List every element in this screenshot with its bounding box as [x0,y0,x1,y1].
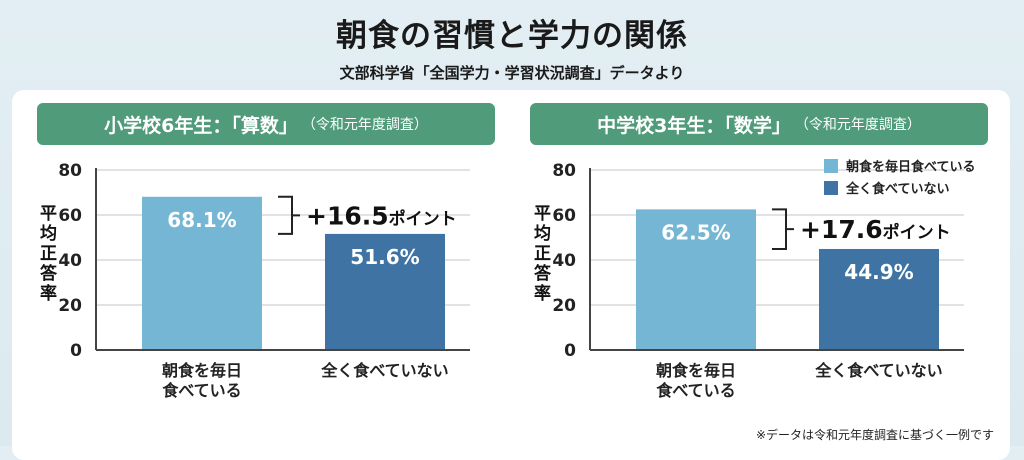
page-subtitle: 文部科学省「全国学力・学習状況調査」データより [339,64,685,82]
bar [636,209,756,350]
y-tick-label: 40 [58,251,82,271]
y-tick-label: 40 [552,251,576,271]
page-title: 朝食の習慣と学力の関係 [336,18,688,54]
bar [142,196,262,350]
x-category-label: 全く食べていない [814,361,942,380]
x-category-label: 食べている [161,381,241,400]
y-tick-label: 80 [552,161,576,181]
difference-label: +17.6ポイント [800,215,951,244]
y-tick-label: 20 [552,296,576,316]
y-tick-label: 60 [58,206,82,226]
chart-title: 中学校3年生：「数学」 [597,114,791,137]
chart-title-note: （令和元年度調査） [301,117,428,133]
y-axis-label: 平均正答率 [36,204,56,304]
bar-value-label: 62.5% [661,220,730,244]
y-tick-label: 0 [564,341,576,361]
y-tick-label: 20 [58,296,82,316]
y-axis-label: 平均正答率 [530,204,550,304]
bar-value-label: 68.1% [167,208,236,232]
bar [325,233,445,350]
y-tick-label: 0 [70,341,82,361]
legend-swatch [824,181,838,195]
y-tick-label: 60 [552,206,576,226]
difference-value: +16.5 [306,201,389,230]
legend-label: 朝食を毎日食べている [846,159,975,175]
legend-swatch [824,159,838,173]
y-tick-label: 80 [58,161,82,181]
bar-chart-elementary: 0 20 40 60 80 68.1% 朝食を毎日食べている 51.6% 全く食べていない +16… [58,161,470,400]
chart-title: 小学校6年生：「算数」 [104,114,298,137]
x-category-label: 朝食を毎日 [656,361,736,380]
bar-value-label: 51.6% [350,245,419,269]
bar-chart-junior: 0 20 40 60 80 62.5% 朝食を毎日食べている 44.9% 全く食べていない +17… [552,159,975,400]
chart-header-elementary: 小学校6年生：「算数」 （令和元年度調査） [37,103,495,145]
difference-bracket [278,195,300,235]
difference-label: +16.5ポイント [306,201,457,230]
x-category-label: 朝食を毎日 [162,361,242,380]
legend-label: 全く食べていない [845,181,949,197]
footnote: ※データは令和元年度調査に基づく一例です [755,428,994,442]
bar [819,248,939,350]
x-category-label: 食べている [655,381,735,400]
difference-value: +17.6 [800,215,883,244]
bar-value-label: 44.9% [844,260,913,284]
x-category-label: 全く食べていない [320,361,448,380]
difference-bracket [772,208,794,250]
chart-header-junior: 中学校3年生：「数学」 （令和元年度調査） [530,103,988,145]
difference-unit: ポイント [883,222,951,243]
difference-unit: ポイント [389,208,457,229]
chart-title-note: （令和元年度調査） [794,117,921,133]
